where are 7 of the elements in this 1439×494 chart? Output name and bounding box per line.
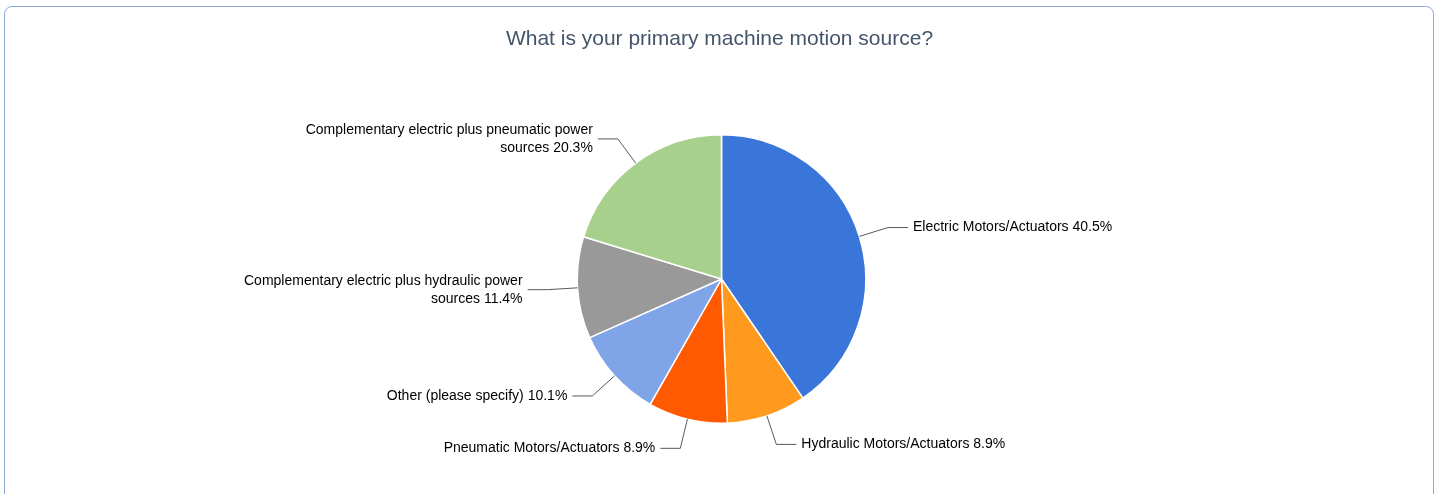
slice-label: Other (please specify) 10.1% (386, 386, 568, 403)
slice-label: Electric Motors/Actuators 40.5% (912, 218, 1113, 235)
slice-label: Complementary electric plus pneumatic power sources 20.3% (305, 120, 594, 155)
slice-label: Hydraulic Motors/Actuators 8.9% (801, 435, 1006, 452)
chart-title: What is your primary machine motion source? (504, 26, 935, 50)
slice-label: Pneumatic Motors/Actuators 8.9% (443, 439, 656, 456)
slice-label: Complementary electric plus hydraulic power sources 11.4% (244, 271, 523, 306)
